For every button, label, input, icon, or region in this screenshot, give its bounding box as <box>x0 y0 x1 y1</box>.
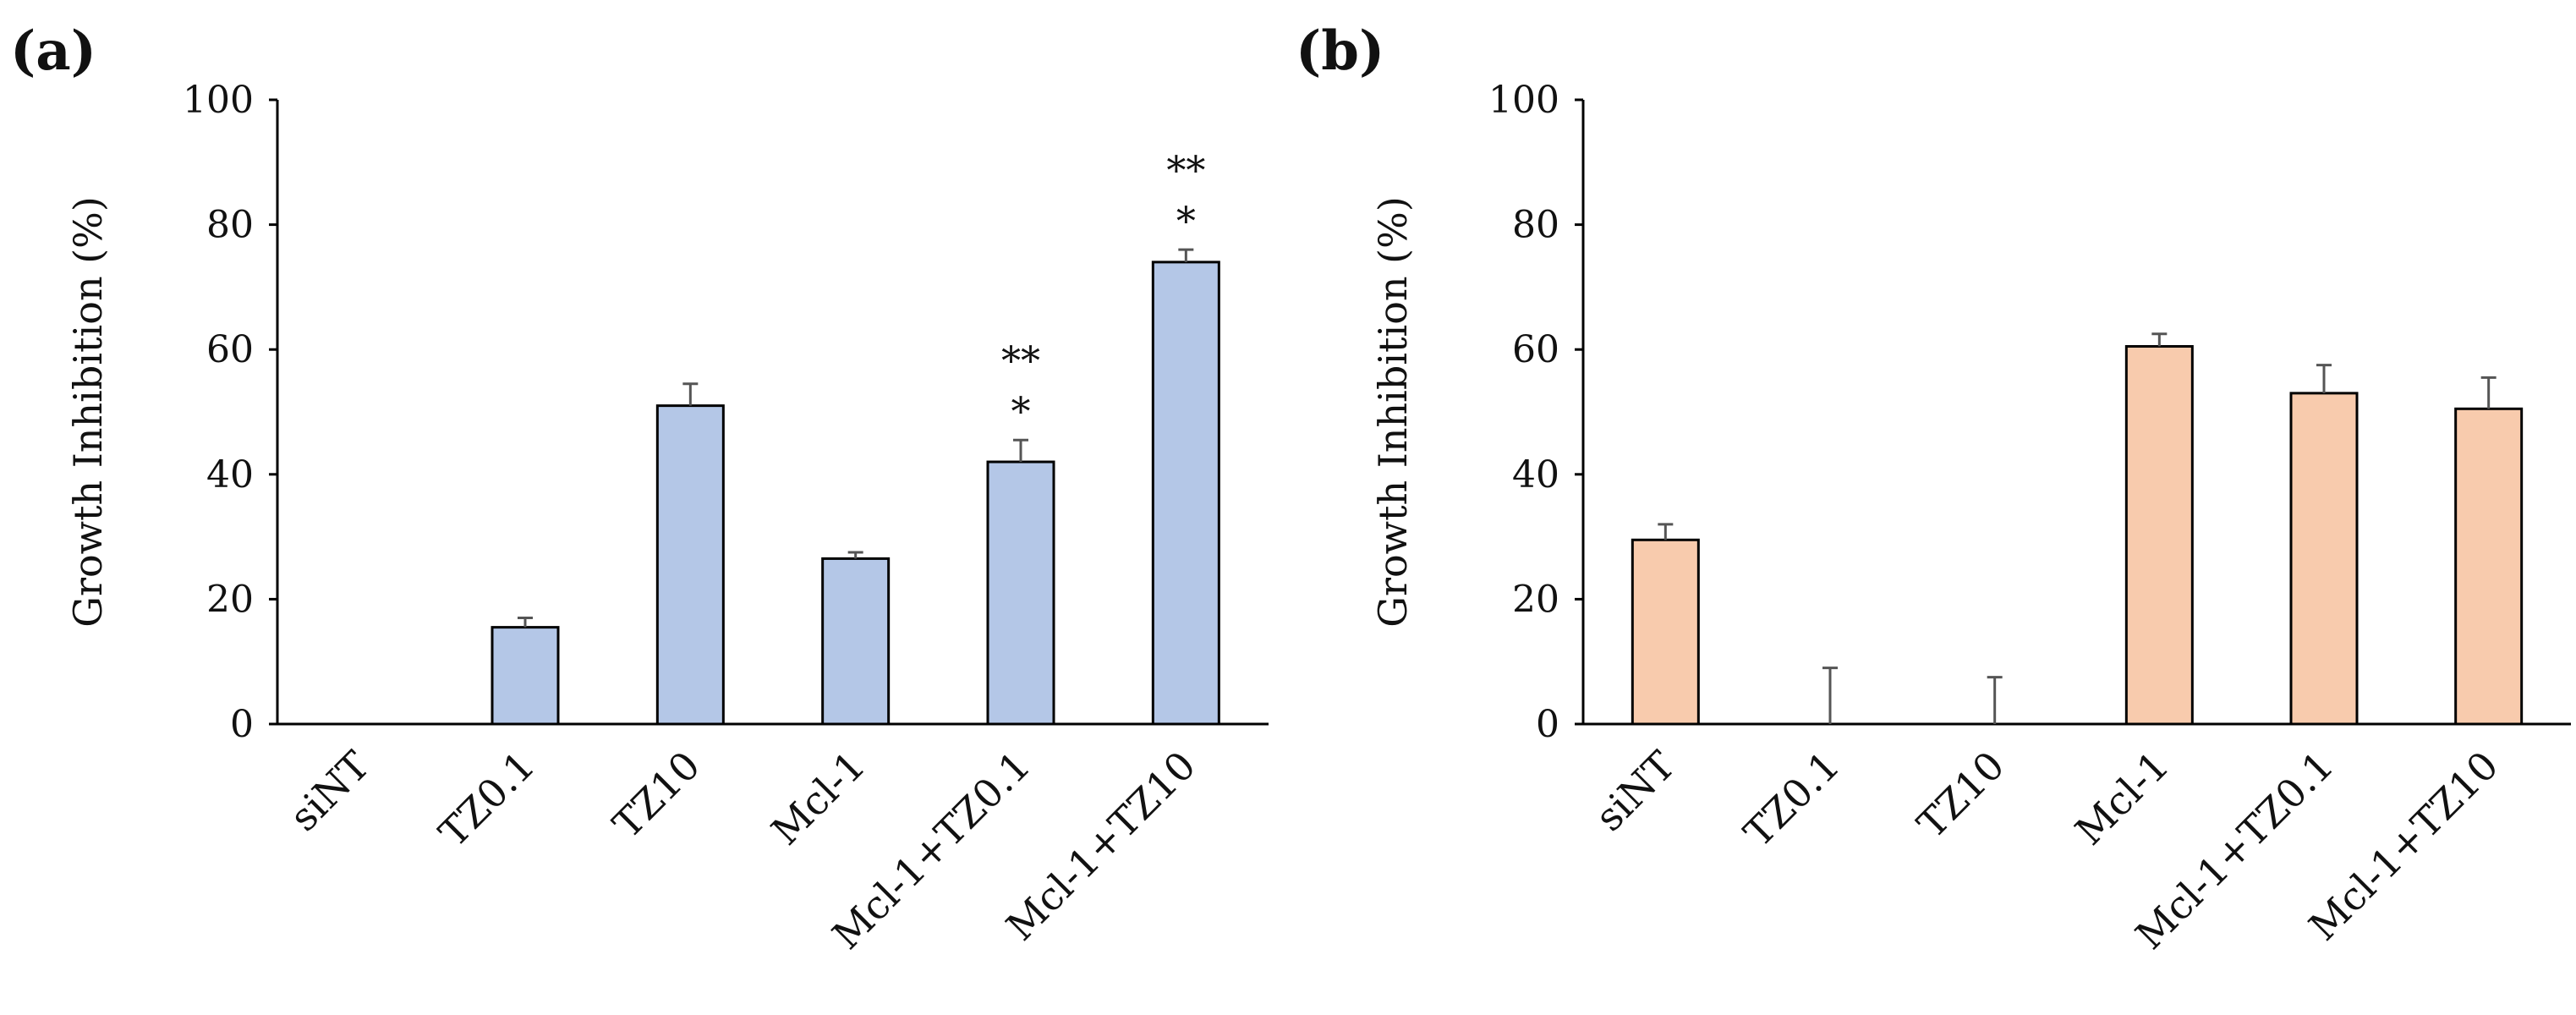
y-tick-label: 0 <box>1536 703 1559 746</box>
y-tick-label: 60 <box>1512 328 1559 371</box>
bar <box>2124 345 2194 726</box>
bar <box>655 404 725 726</box>
x-tick-label: siNT <box>281 742 379 840</box>
x-tick-label: TZ0.1 <box>430 743 544 856</box>
x-tick-label: siNT <box>1587 742 1685 840</box>
bar <box>1631 538 1700 726</box>
y-tick-label: 0 <box>230 703 254 746</box>
bar <box>821 557 891 726</box>
panel-label: (b) <box>1296 19 1384 83</box>
bar <box>986 460 1055 726</box>
y-tick-label: 60 <box>206 328 254 371</box>
significance-marker: ** <box>1001 337 1040 383</box>
significance-marker: * <box>1011 388 1031 434</box>
bar <box>2454 407 2524 726</box>
y-axis-title: Growth Inhibition (%) <box>65 196 111 628</box>
bar <box>491 626 560 726</box>
significance-marker: * <box>1176 198 1196 244</box>
x-tick-label: Mcl-1 <box>2066 743 2178 854</box>
chart-panel-b: (b) 0 20 40 60 80 100 Growth Inhibition (%) siNT… <box>1296 19 2571 958</box>
x-tick-label: TZ10 <box>1909 743 2014 848</box>
y-tick-label: 100 <box>1488 79 1559 122</box>
x-tick-label: TZ0.1 <box>1735 743 1849 856</box>
panel-label: (a) <box>10 19 96 83</box>
bar <box>1151 261 1220 726</box>
y-axis-title: Growth Inhibition (%) <box>1370 196 1416 628</box>
y-tick-label: 100 <box>183 79 254 122</box>
x-tick-label: TZ10 <box>604 743 709 848</box>
significance-marker: ** <box>1166 147 1205 193</box>
y-tick-label: 80 <box>206 204 254 247</box>
y-tick-label: 80 <box>1512 204 1559 247</box>
chart-panel-a: (a) 0 20 40 60 80 100 Growth Inhibition (%) siNT… <box>10 19 1269 958</box>
x-tick-label: Mcl-1 <box>763 743 874 854</box>
y-tick-label: 20 <box>1512 578 1559 621</box>
y-tick-label: 20 <box>206 578 254 621</box>
y-tick-label: 40 <box>1512 453 1559 497</box>
bar <box>2289 392 2359 726</box>
y-tick-label: 40 <box>206 453 254 497</box>
